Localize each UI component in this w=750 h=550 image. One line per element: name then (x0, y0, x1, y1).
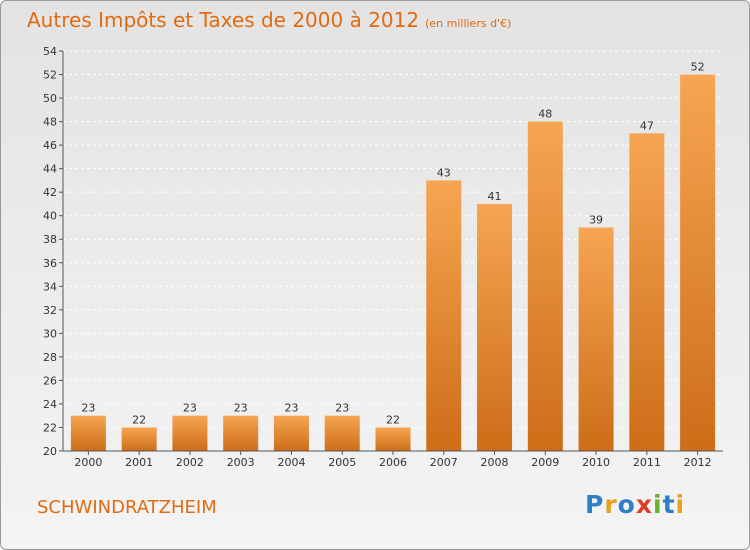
bar (273, 415, 309, 451)
x-tick-label: 2001 (125, 456, 153, 469)
x-tick-label: 2005 (328, 456, 356, 469)
bar-value-label: 23 (234, 402, 248, 415)
bar (680, 74, 716, 451)
y-axis: 20 22 24 26 28 30 32 34 36 38 40 42 44 46 48 50 52 54 (43, 45, 64, 458)
title-text: Autres Impôts et Taxes de 2000 à 2012 (27, 8, 420, 32)
y-tick-label: 28 (43, 351, 57, 364)
bar-value-label: 23 (335, 402, 349, 415)
bar (375, 427, 411, 451)
bar-value-label: 39 (589, 213, 603, 226)
logo-letter: P (585, 490, 605, 519)
x-tick-label: 2007 (430, 456, 458, 469)
y-tick-label: 46 (43, 139, 57, 152)
chart-subtitle: (en milliers d'€) (425, 17, 512, 30)
y-tick-label: 24 (43, 398, 57, 411)
bar (121, 427, 157, 451)
y-tick-label: 38 (43, 233, 57, 246)
x-tick-label: 2006 (379, 456, 407, 469)
bar-value-label: 22 (132, 413, 146, 426)
y-tick-label: 32 (43, 304, 57, 317)
x-tick-label: 2003 (227, 456, 255, 469)
bar (527, 121, 563, 452)
y-tick-label: 54 (43, 45, 57, 58)
x-tick-label: 2011 (633, 456, 661, 469)
commune-name: SCHWINDRATZHEIM (37, 497, 217, 518)
x-tick-label: 2008 (481, 456, 509, 469)
x-tick-label: 2004 (277, 456, 305, 469)
chart-title: Autres Impôts et Taxes de 2000 à 2012 (en… (27, 8, 511, 32)
y-tick-label: 42 (43, 186, 57, 199)
bar-value-label: 23 (284, 402, 298, 415)
grid-lines (63, 50, 723, 452)
bar-value-label: 23 (81, 402, 95, 415)
logo-letter: t (662, 490, 676, 519)
x-tick-label: 2009 (531, 456, 559, 469)
y-tick-label: 20 (43, 445, 57, 458)
x-tick-label: 2012 (684, 456, 712, 469)
y-tick-label: 40 (43, 210, 57, 223)
logo-letter: r (604, 490, 618, 519)
logo-letter: x (635, 490, 653, 519)
bar (426, 180, 462, 452)
y-tick-label: 22 (43, 421, 57, 434)
y-tick-label: 52 (43, 69, 57, 82)
bar-value-label: 47 (640, 119, 654, 132)
x-axis: 2000 2001 2002 2003 2004 2005 2006 2007 2008 2009… (63, 450, 723, 469)
bar-value-label: 22 (386, 413, 400, 426)
bar-value-label: 48 (538, 108, 552, 121)
y-tick-label: 30 (43, 327, 57, 340)
bar (70, 415, 106, 451)
x-tick-label: 2010 (582, 456, 610, 469)
y-tick-label: 44 (43, 163, 57, 176)
bar-value-label: 23 (183, 402, 197, 415)
x-tick-label: 2000 (74, 456, 102, 469)
bar-value-label: 43 (437, 166, 451, 179)
y-tick-label: 48 (43, 116, 57, 129)
bar (578, 227, 614, 451)
x-tick-label: 2002 (176, 456, 204, 469)
y-tick-label: 34 (43, 280, 57, 293)
bar-value-label: 41 (488, 190, 502, 203)
bar (324, 415, 360, 451)
bar-value-label: 52 (691, 61, 705, 74)
bar (172, 415, 208, 451)
y-tick-label: 26 (43, 374, 57, 387)
bar (629, 133, 665, 451)
proxiti-logo[interactable]: Proxiti (585, 490, 685, 519)
logo-letter: i (653, 490, 663, 519)
bar (477, 203, 513, 451)
y-tick-label: 50 (43, 92, 57, 105)
y-tick-label: 36 (43, 257, 57, 270)
bar (223, 415, 259, 451)
logo-letter: o (617, 490, 636, 519)
logo-letter: i (675, 490, 686, 519)
bars (70, 74, 716, 452)
data-labels: 23 22 23 23 23 23 22 43 41 48 39 47 52 (81, 61, 704, 427)
